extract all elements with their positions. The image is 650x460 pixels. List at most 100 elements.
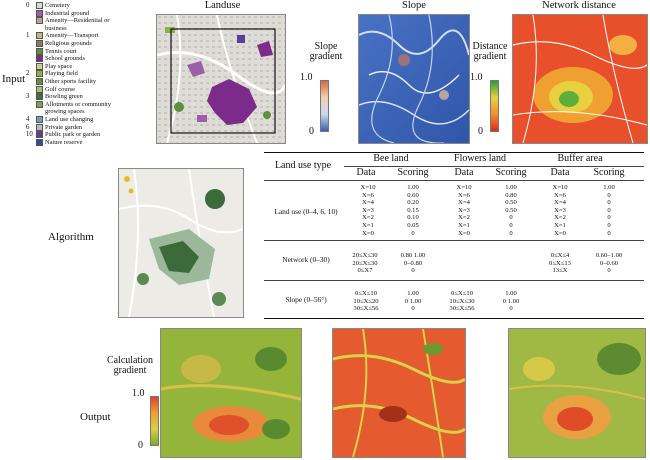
legend-item: 2 Playing field — [26, 70, 78, 78]
title-landuse: Landuse — [204, 0, 241, 11]
slope-max-tick: 1.0 — [300, 72, 313, 83]
table-cell: X=0 — [554, 229, 566, 237]
table-cell: 0 — [607, 191, 611, 199]
legend-swatch — [36, 123, 43, 131]
table-cell: 10≤X≤20 — [353, 297, 379, 305]
legend-item: Industrial ground — [36, 10, 89, 17]
legend-swatch — [36, 131, 43, 139]
legend-swatch — [36, 138, 43, 146]
legend-swatch — [36, 40, 43, 48]
table-cell: 20≤X≤30 — [352, 252, 378, 259]
output-map-flowers — [332, 328, 466, 458]
legend-item: Religious grounds — [36, 40, 92, 48]
legend-label: School grounds — [45, 55, 85, 63]
row-label-input: Input — [2, 73, 26, 85]
table-header-rule — [264, 180, 644, 181]
legend-swatch — [36, 100, 43, 108]
legend-item: 6 Private garden — [26, 123, 82, 131]
table-cell: X=1 — [554, 221, 566, 229]
output-map-buffer — [508, 328, 646, 458]
table-cell: X=2 — [554, 214, 566, 222]
table-cell: 0≤X7 — [357, 267, 373, 275]
table-cell: 0.60–1.00 — [595, 252, 623, 259]
th-buffer-data: Data — [550, 167, 570, 178]
legend-label: Bowling green — [45, 93, 83, 101]
table-cell: 0.80 1.00 — [400, 252, 426, 259]
legend-label: Amenity—Residential or — [45, 17, 110, 25]
table-cell: X=10 — [456, 184, 472, 191]
row-label-output: Output — [80, 411, 111, 423]
legend-class-number: 10 — [26, 131, 33, 139]
distance-gradient-bar — [490, 80, 499, 132]
table-cell: 0≤X≤10 — [355, 290, 377, 297]
legend-swatch — [36, 47, 43, 55]
table-cell: 0 — [411, 229, 415, 237]
legend-swatch — [36, 70, 43, 78]
legend-swatch — [36, 32, 43, 40]
legend-item: Other sports facility — [36, 78, 97, 86]
buffer-network-scoring: 0.60–1.00 0–0.60 0 — [584, 252, 634, 275]
legend-class-number: 1 — [26, 32, 30, 40]
row-network-label: Network (0–30) — [282, 255, 330, 264]
slope-map — [358, 14, 470, 144]
table-cell: 1.00 — [505, 290, 517, 297]
legend-class-number: 2 — [26, 70, 30, 78]
bee-landuse-scoring: 1.00 0.60 0.20 0.15 0.10 0.05 0 — [388, 184, 438, 237]
table-cell: 10≤X≤30 — [449, 297, 475, 305]
table-cell: X=4 — [458, 199, 470, 207]
table-cell: 0 — [411, 267, 415, 275]
legend-label: Golf course — [45, 85, 75, 93]
legend-swatch — [36, 55, 43, 63]
flowers-slope-scoring: 1.00 0 1.00 0 — [486, 290, 536, 313]
table-cell: X=6 — [458, 191, 470, 199]
distance-min-tick: 0 — [478, 126, 483, 137]
table-cell: 30≤X≤56 — [449, 305, 475, 313]
table-cell: 0 — [509, 229, 513, 237]
legend-class-number: 4 — [26, 116, 30, 123]
table-group-rule — [344, 166, 644, 167]
landuse-legend: 0 Cemetery Industrial ground Amenity—Reside… — [26, 2, 153, 152]
legend-label: Play space — [45, 62, 73, 70]
legend-swatch — [36, 17, 43, 25]
table-cell: 0.50 — [505, 199, 517, 207]
legend-label: Industrial ground — [45, 9, 90, 17]
table-top-rule — [264, 152, 644, 153]
legend-label: Playing field — [45, 70, 78, 78]
table-cell: X=6 — [362, 191, 374, 199]
legend-item: growing spaces — [36, 108, 85, 115]
table-cell: X=0 — [458, 229, 470, 237]
calc-min-tick: 0 — [138, 440, 143, 451]
table-cell: 0≤X≤13 — [549, 259, 571, 267]
legend-label: Other sports facility — [45, 78, 97, 85]
th-land-use-type: Land use type — [274, 160, 332, 171]
output-map-bee — [160, 328, 302, 458]
table-cell: 0.80 — [505, 191, 517, 199]
th-flowers-land: Flowers land — [454, 153, 506, 164]
legend-label: Nature reserve — [45, 138, 83, 146]
th-flowers-scoring: Scoring — [495, 167, 527, 178]
calc-gradient-bar — [150, 396, 159, 446]
table-cell: X=6 — [554, 191, 566, 199]
table-cell: X=1 — [362, 221, 374, 229]
legend-label: Allotments or community — [45, 100, 112, 108]
table-cell: 0 — [607, 199, 611, 207]
row-label-algorithm: Algorithm — [48, 231, 94, 243]
table-cell: 0 — [607, 229, 611, 237]
th-buffer-scoring: Scoring — [593, 167, 625, 178]
legend-swatch — [36, 85, 43, 93]
legend-swatch — [36, 78, 43, 86]
table-cell: 0 — [509, 305, 513, 313]
legend-item: Allotments or community — [36, 101, 111, 108]
flowers-landuse-scoring: 1.00 0.80 0.50 0.50 0 0 0 — [486, 184, 536, 237]
th-buffer-area: Buffer area — [557, 153, 603, 164]
table-cell: X=4 — [362, 199, 374, 207]
table-cell: X=3 — [362, 206, 374, 214]
slope-gradient-bar — [320, 80, 329, 132]
legend-item: 1 Amenity—Transport — [26, 32, 98, 40]
legend-label: Tennis court — [45, 47, 77, 55]
legend-label: business — [45, 24, 67, 32]
legend-item: 4 Land use changing — [26, 116, 93, 124]
flowers-landuse-data: X=10 X=6 X=4 X=3 X=2 X=1 X=0 — [444, 184, 484, 237]
bee-slope-scoring: 1.00 0 1.00 0 — [388, 290, 438, 313]
table-cell: 0–0.60 — [599, 259, 619, 267]
